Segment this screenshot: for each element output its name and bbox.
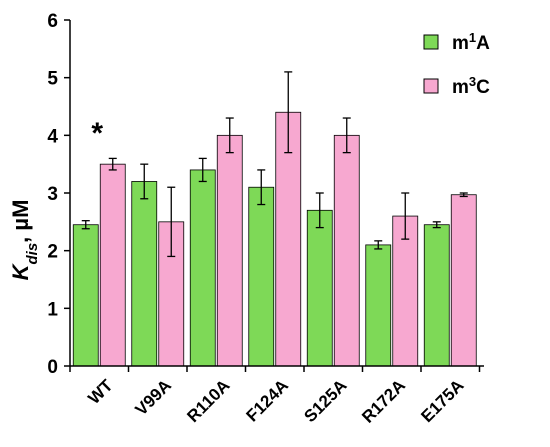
y-axis-label: Kdis, µM — [8, 200, 41, 281]
bar — [423, 224, 450, 367]
x-axis: WT V99A R110A F124A S125A R172A E175A — [69, 365, 484, 427]
bar — [365, 244, 392, 367]
bar — [306, 209, 333, 367]
x-category-label: WT — [84, 375, 117, 408]
y-tick-label: 0 — [47, 357, 58, 378]
bar — [275, 111, 302, 367]
bar — [248, 186, 275, 367]
x-category-label: V99A — [132, 376, 176, 420]
annotations: * — [91, 117, 103, 150]
legend-label: m3C — [452, 74, 490, 99]
legend-label-sup: 1 — [469, 30, 476, 45]
legend-label-sup: 3 — [469, 74, 476, 89]
x-category-label: R172A — [358, 376, 409, 427]
legend-label-end: C — [476, 77, 490, 98]
x-category-label: F124A — [243, 376, 293, 426]
y-axis-label-unit: , µM — [8, 200, 33, 243]
bar — [189, 169, 216, 367]
legend-swatch — [423, 34, 439, 50]
y-tick-label: 3 — [47, 184, 58, 205]
y-axis: 0 1 2 3 4 5 6 — [47, 11, 71, 378]
bars — [72, 71, 477, 367]
bar — [131, 181, 158, 367]
y-tick-label: 6 — [47, 11, 58, 32]
y-axis-label-sub: dis — [24, 243, 41, 265]
bar — [392, 215, 419, 367]
y-tick-label: 5 — [47, 69, 58, 90]
bar — [216, 134, 243, 367]
x-category-label: E175A — [417, 376, 467, 426]
y-tick-label: 1 — [47, 299, 58, 320]
x-category-label: S125A — [300, 376, 350, 426]
y-tick-label: 4 — [47, 126, 58, 147]
significance-asterisk: * — [91, 117, 103, 150]
legend-label-base: m — [452, 33, 469, 54]
legend-label-end: A — [476, 33, 490, 54]
bar — [72, 224, 99, 367]
legend-label-base: m — [452, 77, 469, 98]
x-category-label: R110A — [183, 376, 233, 426]
bar — [99, 163, 126, 367]
bar — [450, 194, 477, 367]
y-tick-label: 2 — [47, 242, 58, 263]
legend-swatch — [423, 78, 439, 94]
y-axis-label-main: K — [8, 262, 33, 280]
bar — [333, 134, 360, 367]
legend-label: m1A — [452, 30, 490, 55]
